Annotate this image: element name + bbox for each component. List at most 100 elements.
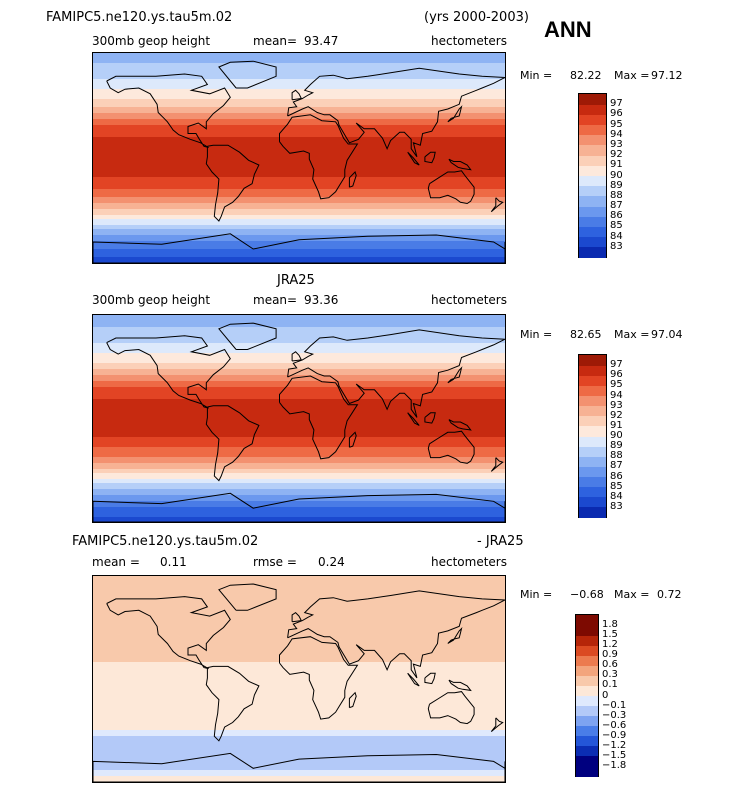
contour-band (93, 716, 505, 719)
contour-band (93, 618, 505, 621)
colorbar-swatch (576, 625, 598, 636)
contour-band (93, 479, 505, 482)
panel1-min-value: 82.22 (570, 69, 602, 82)
coastline (93, 233, 505, 263)
panel2-min-value: 82.65 (570, 328, 602, 341)
contour-band (93, 333, 505, 336)
panel2-units-label: hectometers (431, 293, 507, 307)
colorbar-swatch (579, 486, 606, 498)
contour-band (93, 493, 505, 496)
contour-band (93, 211, 505, 214)
contour-band (93, 435, 505, 438)
contour-band (93, 379, 505, 382)
contour-band (93, 449, 505, 452)
panel3-units-label: hectometers (431, 555, 507, 569)
colorbar-swatch (576, 725, 598, 737)
colorbar-swatch (579, 175, 606, 187)
colorbar-tick-label: 94 (610, 128, 623, 140)
coastline (291, 611, 303, 623)
colorbar-tick-label: 85 (610, 220, 623, 232)
contour-band (93, 235, 505, 238)
contour-band (93, 207, 505, 210)
contour-band (93, 768, 505, 771)
contour-band (93, 121, 505, 124)
colorbar-swatch (579, 134, 606, 146)
coastline (490, 457, 504, 472)
colorbar-tick-label: 91 (610, 419, 623, 431)
colorbar-tick-label: 88 (610, 450, 623, 462)
contour-band (93, 660, 505, 663)
coastline (490, 197, 504, 213)
contour-band (93, 477, 505, 480)
colorbar-swatch (576, 745, 598, 757)
contour-band (93, 421, 505, 424)
contour-band (93, 439, 505, 442)
contour-band (93, 213, 505, 216)
coastline (424, 412, 436, 424)
contour-band (93, 606, 505, 609)
colorbar-swatch (579, 415, 606, 427)
coastline (427, 691, 475, 725)
contour-band (93, 764, 505, 767)
coastline (490, 717, 504, 732)
coastline (424, 151, 436, 164)
contour-band (93, 509, 505, 512)
colorbar-tick-label: 1.2 (602, 639, 618, 651)
colorbar-tick-label: −0.3 (602, 709, 627, 721)
coastline (348, 691, 357, 709)
contour-band (93, 249, 505, 252)
contour-band (93, 347, 505, 350)
colorbar-swatch (579, 185, 606, 197)
contour-band (93, 475, 505, 478)
contour-band (93, 155, 505, 158)
contour-band (93, 501, 505, 504)
contour-band (93, 327, 505, 330)
colorbar-swatch (579, 94, 606, 105)
contour-band (93, 646, 505, 649)
panel1-units-label: hectometers (431, 34, 507, 48)
contour-band (93, 123, 505, 126)
contour-band (93, 610, 505, 613)
contour-band (93, 147, 505, 150)
colorbar-swatch (579, 476, 606, 488)
coastline (218, 322, 277, 350)
contour-band (93, 714, 505, 717)
contour-band (93, 668, 505, 671)
contour-band (93, 632, 505, 635)
contour-band (93, 129, 505, 132)
contour-band (93, 463, 505, 466)
contour-band (93, 393, 505, 396)
colorbar-swatch (576, 705, 598, 717)
contour-band (93, 399, 505, 402)
contour-band (93, 708, 505, 711)
colorbar-swatch (579, 206, 606, 217)
panel1-min-label: Min = (520, 69, 553, 82)
contour-band (93, 750, 505, 753)
colorbar-swatch (576, 615, 598, 626)
contour-band (93, 614, 505, 617)
contour-band (93, 748, 505, 751)
contour-band (93, 345, 505, 348)
colorbar-swatch (579, 236, 606, 248)
years-label: (yrs 2000-2003) (424, 10, 529, 25)
contour-band (93, 413, 505, 416)
colorbar-swatch (579, 466, 606, 477)
panel3-min-value: −0.68 (570, 588, 604, 601)
colorbar-tick-label: 0.9 (602, 649, 618, 661)
contour-band (93, 133, 505, 136)
colorbar-swatch (576, 665, 598, 676)
contour-band (93, 726, 505, 729)
contour-band (93, 580, 505, 583)
contour-band (93, 187, 505, 190)
contour-band (93, 738, 505, 741)
contour-band (93, 445, 505, 448)
contour-band (93, 199, 505, 202)
contour-band (93, 209, 505, 212)
panel2-variable-label: 300mb geop height (92, 293, 211, 307)
contour-band (93, 662, 505, 665)
panel1-colorbar: 83 84 85 86 87 88 89 90 91 92 93 94 95 96 97 (578, 93, 623, 258)
panel1-mean-label: mean= (253, 34, 298, 48)
contour-band (93, 191, 505, 194)
colorbar-tick-label: −1.2 (602, 739, 627, 751)
coastline (106, 73, 231, 148)
